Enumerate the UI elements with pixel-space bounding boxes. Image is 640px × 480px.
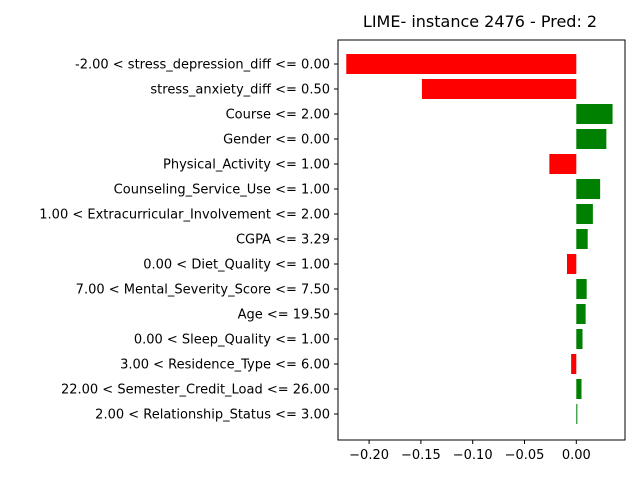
bar-9	[576, 279, 587, 299]
bars-group	[346, 54, 613, 424]
y-tick-label-12: 3.00 < Residence_Type <= 6.00	[120, 358, 330, 373]
bar-4	[549, 154, 577, 174]
y-tick-label-13: 22.00 < Semester_Credit_Load <= 26.00	[61, 383, 330, 398]
x-tick-label-1: −0.15	[401, 448, 441, 463]
y-tick-label-6: 1.00 < Extracurricular_Involvement <= 2.…	[39, 208, 330, 223]
y-tick-label-11: 0.00 < Sleep_Quality <= 1.00	[134, 333, 330, 348]
y-tick-label-9: 7.00 < Mental_Severity_Score <= 7.50	[76, 283, 330, 298]
bar-11	[576, 329, 583, 349]
x-axis: −0.20 −0.15 −0.10 −0.05 0.00	[349, 440, 591, 463]
bar-0	[346, 54, 577, 74]
bar-13	[576, 379, 582, 399]
x-tick-label-0: −0.20	[349, 448, 389, 463]
bar-2	[576, 104, 613, 124]
bar-7	[576, 229, 588, 249]
bar-12	[571, 354, 577, 374]
y-tick-label-1: stress_anxiety_diff <= 0.50	[150, 83, 330, 98]
bar-10	[576, 304, 586, 324]
chart-title: LIME- instance 2476 - Pred: 2	[363, 12, 597, 31]
y-tick-label-2: Course <= 2.00	[226, 108, 330, 123]
x-tick-label-3: −0.05	[505, 448, 545, 463]
y-tick-label-8: 0.00 < Diet_Quality <= 1.00	[143, 258, 330, 273]
plot-frame	[337, 39, 626, 441]
bar-14	[576, 404, 578, 424]
bar-5	[576, 179, 601, 199]
y-tick-label-0: -2.00 < stress_depression_diff <= 0.00	[75, 58, 330, 73]
y-tick-label-7: CGPA <= 3.29	[236, 233, 330, 248]
bar-8	[566, 254, 577, 274]
y-tick-label-14: 2.00 < Relationship_Status <= 3.00	[95, 408, 330, 423]
x-tick-label-2: −0.10	[453, 448, 493, 463]
bar-1	[421, 79, 577, 99]
y-tick-label-10: Age <= 19.50	[238, 308, 330, 323]
y-tick-label-4: Physical_Activity <= 1.00	[163, 158, 330, 173]
y-tick-label-5: Counseling_Service_Use <= 1.00	[114, 183, 330, 198]
y-tick-label-3: Gender <= 0.00	[223, 133, 330, 148]
y-axis: -2.00 < stress_depression_diff <= 0.00 st…	[39, 58, 338, 423]
bar-6	[576, 204, 593, 224]
bar-3	[576, 129, 607, 149]
x-tick-label-4: 0.00	[562, 448, 591, 463]
